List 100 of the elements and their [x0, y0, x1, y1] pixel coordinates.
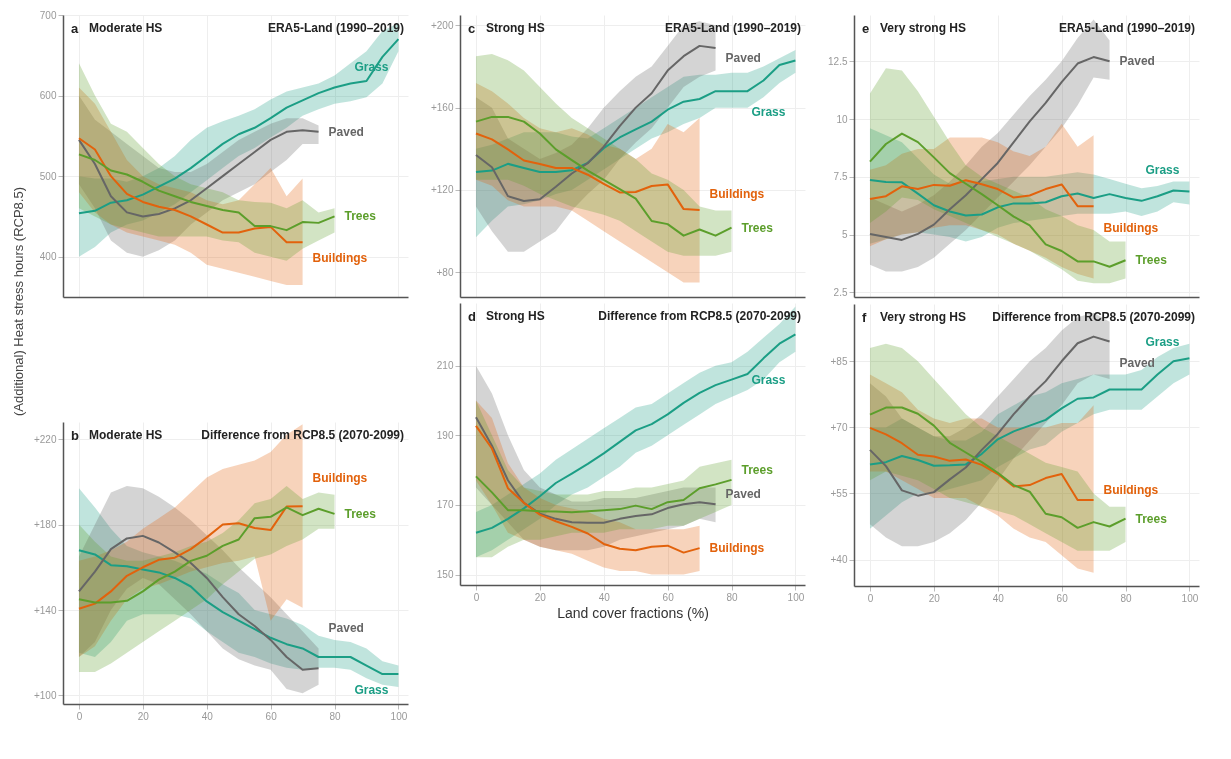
y-tick-label: 150: [436, 569, 454, 581]
series-label: Grass: [751, 105, 786, 120]
line-series: [77, 549, 400, 676]
y-tick-label: +180: [33, 519, 57, 531]
y-tick-label: 210: [436, 360, 454, 372]
y-tick-label: +55: [830, 487, 848, 499]
x-axis-title: Land cover fractions (%): [557, 604, 709, 621]
text: Difference from RCP8.5 (2070-2099): [201, 428, 404, 442]
text: ERA5-Land (1990–2019): [267, 21, 404, 35]
text: Difference from RCP8.5 (2070-2099): [992, 310, 1195, 324]
series-label: Buildings: [709, 541, 765, 556]
y-axis-title: (Additional) Heat stress hours (RCP8.5): [10, 186, 26, 417]
y-tick-label: +40: [830, 554, 848, 566]
series-label: Paved: [725, 50, 761, 65]
line-series: [77, 137, 304, 244]
text: Very strong HS: [880, 21, 967, 35]
x-tick-label: 80: [726, 591, 739, 603]
text: Moderate HS: [89, 428, 163, 442]
y-tick-label: 190: [436, 429, 454, 441]
x-tick-label: 100: [390, 710, 408, 722]
line-series: [474, 132, 701, 211]
y-tick-label: +100: [33, 689, 57, 701]
series-label: Buildings: [709, 186, 765, 201]
text: Strong HS: [486, 21, 545, 35]
text: Paved: [328, 621, 364, 636]
y-tick-label: 12.5: [828, 55, 848, 67]
series-label: Buildings: [1103, 221, 1159, 236]
line-series: [77, 129, 320, 218]
series-label: Trees: [344, 506, 377, 521]
series-label: Paved: [725, 487, 761, 502]
line-series: [868, 426, 1095, 502]
y-tick-label: +220: [33, 433, 57, 445]
series-label: Grass: [751, 373, 786, 388]
annotation: e: [862, 21, 870, 36]
x-tick-label: 80: [1120, 592, 1133, 604]
series-label: Buildings: [1103, 483, 1159, 498]
y-tick-label: +85: [830, 355, 848, 367]
line-series: [77, 506, 336, 604]
series-label: Grass: [354, 683, 389, 698]
annotation: c: [468, 21, 476, 36]
series-label: Trees: [741, 220, 774, 235]
series-label: Trees: [741, 462, 774, 477]
x-tick-label: 80: [329, 710, 342, 722]
y-tick-label: +80: [436, 266, 454, 278]
text: ERA5-Land (1990–2019): [1058, 21, 1195, 35]
y-tick-label: 600: [39, 90, 57, 102]
series-label: Trees: [344, 209, 377, 224]
series-label: Paved: [1119, 356, 1155, 371]
series-label: Trees: [1135, 253, 1168, 268]
text: Very strong HS: [880, 310, 967, 324]
line-series: [474, 333, 797, 534]
line-series: [474, 424, 701, 554]
x-tick-label: 60: [265, 710, 278, 722]
line-series: [868, 179, 1095, 208]
y-tick-label: 500: [39, 170, 57, 182]
series-label: Trees: [1135, 511, 1168, 526]
line-series: [474, 416, 717, 524]
annotation: d: [468, 309, 476, 324]
x-tick-label: 0: [867, 592, 874, 604]
x-tick-label: 0: [76, 710, 83, 722]
y-tick-label: 10: [836, 113, 848, 125]
y-tick-label: +200: [430, 19, 454, 31]
text: Strong HS: [486, 309, 545, 323]
x-tick-label: 0: [473, 591, 480, 603]
series-label: Buildings: [312, 251, 368, 266]
x-tick-label: 100: [1181, 592, 1199, 604]
line-series: [868, 357, 1191, 467]
text: ERA5-Land (1990–2019): [664, 21, 801, 35]
x-tick-label: 60: [662, 591, 675, 603]
y-tick-label: 170: [436, 499, 454, 511]
series-label: Grass: [1145, 162, 1180, 177]
y-tick-label: 400: [39, 251, 57, 263]
x-tick-label: 100: [787, 591, 805, 603]
series-label: Buildings: [312, 471, 368, 486]
y-tick-label: +120: [430, 184, 454, 196]
x-tick-label: 60: [1056, 592, 1069, 604]
series-label: Grass: [1145, 335, 1180, 350]
series-label: Paved: [328, 124, 364, 139]
y-tick-label: 700: [39, 9, 57, 21]
y-tick-label: 7.5: [833, 171, 848, 183]
y-tick-label: +140: [33, 604, 57, 616]
y-tick-label: +160: [430, 102, 454, 114]
text: Moderate HS: [89, 21, 163, 35]
line-series: [77, 534, 320, 671]
annotation: a: [71, 21, 79, 36]
x-tick-label: 40: [598, 591, 611, 603]
annotation: b: [71, 428, 79, 443]
y-tick-label: 5: [841, 229, 848, 241]
y-tick-label: +70: [830, 421, 848, 433]
x-tick-label: 40: [201, 710, 214, 722]
line-series: [868, 179, 1191, 217]
x-tick-label: 20: [137, 710, 150, 722]
line-series: [77, 505, 304, 610]
y-tick-label: 2.5: [833, 286, 848, 298]
line-series: [77, 153, 336, 232]
text: Difference from RCP8.5 (2070-2099): [598, 309, 801, 323]
x-tick-label: 40: [992, 592, 1005, 604]
series-label: Paved: [1119, 54, 1155, 69]
x-tick-label: 20: [928, 592, 941, 604]
annotation: f: [862, 310, 867, 325]
